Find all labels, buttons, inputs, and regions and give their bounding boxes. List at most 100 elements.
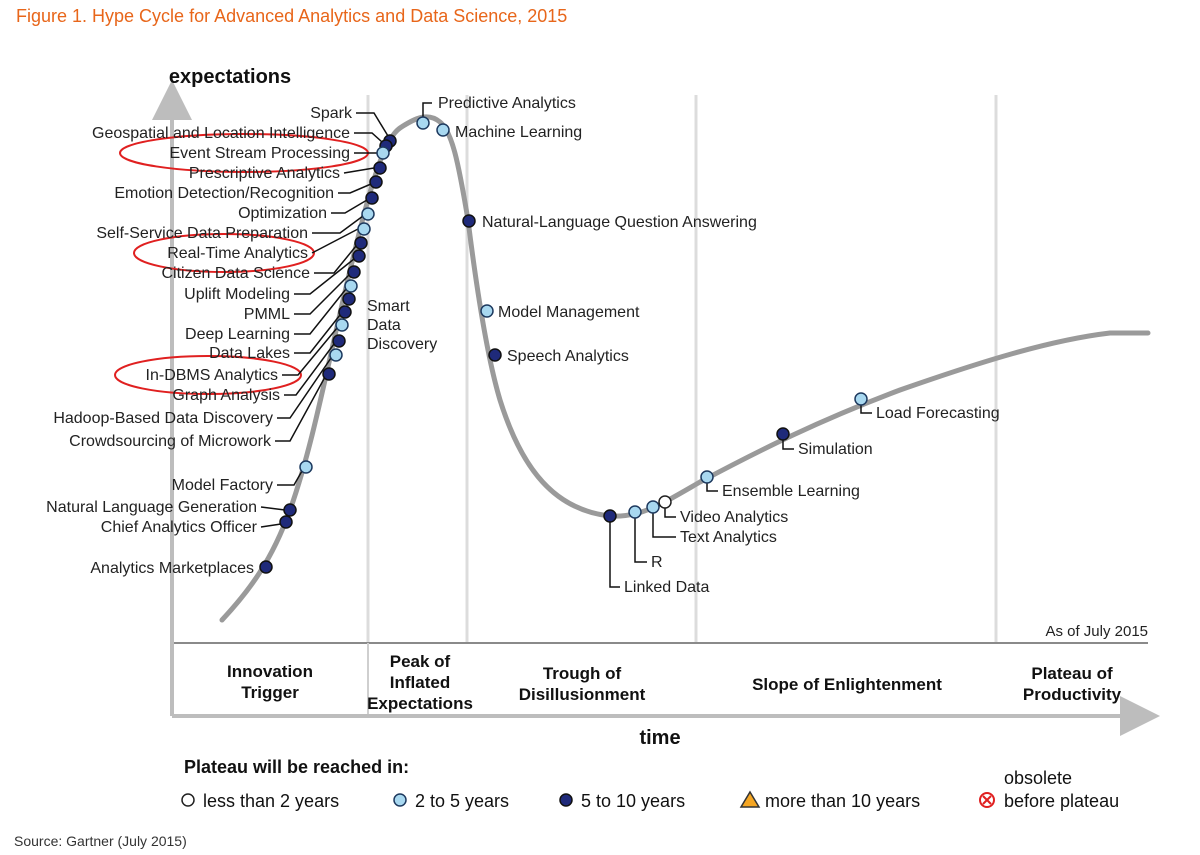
leader-line-deep-learning [294,288,347,335]
leader-line-crowdsourcing-of-microwork [275,376,326,442]
label-optimization: Optimization [238,205,327,222]
leader-line-hadoop-based-data-discovery [277,357,332,419]
label-load-forecasting: Load Forecasting [876,405,1000,422]
leader-line-prescriptive-analytics [343,167,375,174]
marker-real-time-analytics [357,222,371,236]
leader-line-model-factory [277,470,303,486]
label-video-analytics: Video Analytics [680,509,788,526]
leader-line-in-dbms-analytics [282,327,338,376]
marker-simulation [776,427,790,441]
legend-symbol-more-than-10-years [739,790,761,808]
leader-line-real-time-analytics [311,228,359,254]
marker-prescriptive-analytics [373,161,387,175]
marker-smart-data-discovery [342,292,356,306]
marker-data-lakes [338,305,352,319]
leader-line-uplift-modeling [294,258,355,295]
leader-line-ensemble-learning [706,483,718,492]
label-model-factory: Model Factory [172,477,273,494]
marker-speech-analytics [488,348,502,362]
label-model-management: Model Management [498,304,640,321]
y-axis-label: expectations [169,66,291,88]
leader-line-predictive-analytics [422,102,432,117]
phase-label-4: Slope of Enlightenment [752,675,942,694]
marker-load-forecasting [854,392,868,406]
legend: Plateau will be reached in: less than 2 y… [181,757,1119,811]
phase-label-2: Peak of Inflated Expectations [367,652,473,713]
label-geospatial-and-location-intelligence: Geospatial and Location Intelligence [92,125,350,142]
marker-citizen-data-science [354,236,368,250]
label-analytics-marketplaces: Analytics Marketplaces [90,560,254,577]
label-speech-analytics: Speech Analytics [507,348,629,365]
label-chief-analytics-officer: Chief Analytics Officer [101,519,258,536]
leader-line-graph-analysis [284,343,335,396]
marker-uplift-modeling [352,249,366,263]
label-r: R [651,554,663,571]
label-graph-analysis: Graph Analysis [172,387,280,404]
marker-graph-analysis [332,334,346,348]
marker-self-service-data-preparation [361,207,375,221]
legend-label-less-than-2-years: less than 2 years [203,791,339,811]
label-predictive-analytics: Predictive Analytics [438,95,576,112]
marker-model-management [480,304,494,318]
legend-label-5-to-10-years: 5 to 10 years [581,791,685,811]
label-linked-data: Linked Data [624,579,709,596]
marker-ensemble-learning [700,470,714,484]
leader-line-pmml [294,274,350,315]
legend-symbol-obsolete [979,792,995,808]
label-self-service-data-preparation: Self-Service Data Preparation [96,225,308,242]
label-uplift-modeling: Uplift Modeling [184,286,290,303]
label-simulation: Simulation [798,441,873,458]
leader-line-linked-data [609,522,620,588]
legend-label-2-to-5-years: 2 to 5 years [415,791,509,811]
marker-video-analytics [658,495,672,509]
marker-pmml [347,265,361,279]
marker-text-analytics [646,500,660,514]
legend-label-obsolete-line-2: before plateau [1004,791,1119,811]
technology-markers [259,116,868,574]
leader-line-emotion-detection-recognition [338,183,372,194]
label-smart-data-discovery: Smart Data Discovery [367,298,437,353]
phase-dividers [366,95,998,643]
label-real-time-analytics: Real-Time Analytics [167,245,308,262]
legend-label-more-than-10-years: more than 10 years [765,791,920,811]
label-ensemble-learning: Ensemble Learning [722,483,860,500]
marker-r [628,505,642,519]
label-hadoop-based-data-discovery: Hadoop-Based Data Discovery [53,410,273,427]
label-pmml: PMML [244,306,290,323]
marker-machine-learning [436,123,450,137]
marker-event-stream-processing [376,146,390,160]
label-prescriptive-analytics: Prescriptive Analytics [189,165,340,182]
label-crowdsourcing-of-microwork: Crowdsourcing of Microwork [69,433,272,450]
leader-line-chief-analytics-officer [260,523,282,528]
marker-natural-language-question-answering [462,214,476,228]
marker-natural-language-generation [283,503,297,517]
highlight-ellipse-real-time-analytics [133,233,315,273]
phase-label-3: Trough of Disillusionment [519,664,646,704]
leader-line-load-forecasting [860,405,872,414]
label-natural-language-generation: Natural Language Generation [46,499,257,516]
label-in-dbms-analytics: In-DBMS Analytics [146,367,278,384]
technology-labels: Predictive Analytics Machine Learning Spar… [46,95,999,596]
marker-model-factory [299,460,313,474]
as-of-date: As of July 2015 [1045,623,1148,640]
x-axis-label: time [639,727,680,749]
phase-label-1: Innovation Trigger [227,662,313,702]
leader-line-citizen-data-science [314,245,357,274]
phase-label-5: Plateau of Productivity [1023,664,1122,704]
leader-lines [260,102,872,588]
leader-line-video-analytics [664,508,676,518]
marker-linked-data [603,509,617,523]
marker-hadoop-based-data-discovery [329,348,343,362]
leader-line-self-service-data-preparation [312,215,364,234]
marker-predictive-analytics [416,116,430,130]
source-note: Source: Gartner (July 2015) [14,833,187,849]
leader-line-optimization [331,199,368,214]
leader-line-natural-language-generation [260,506,286,511]
phase-labels: Innovation Trigger Peak of Inflated Expectat… [227,652,1122,713]
label-text-analytics: Text Analytics [680,529,777,546]
legend-symbol-5-to-10-years [559,793,573,807]
marker-analytics-marketplaces [259,560,273,574]
label-data-lakes: Data Lakes [209,345,290,362]
leader-line-data-lakes [294,314,341,354]
